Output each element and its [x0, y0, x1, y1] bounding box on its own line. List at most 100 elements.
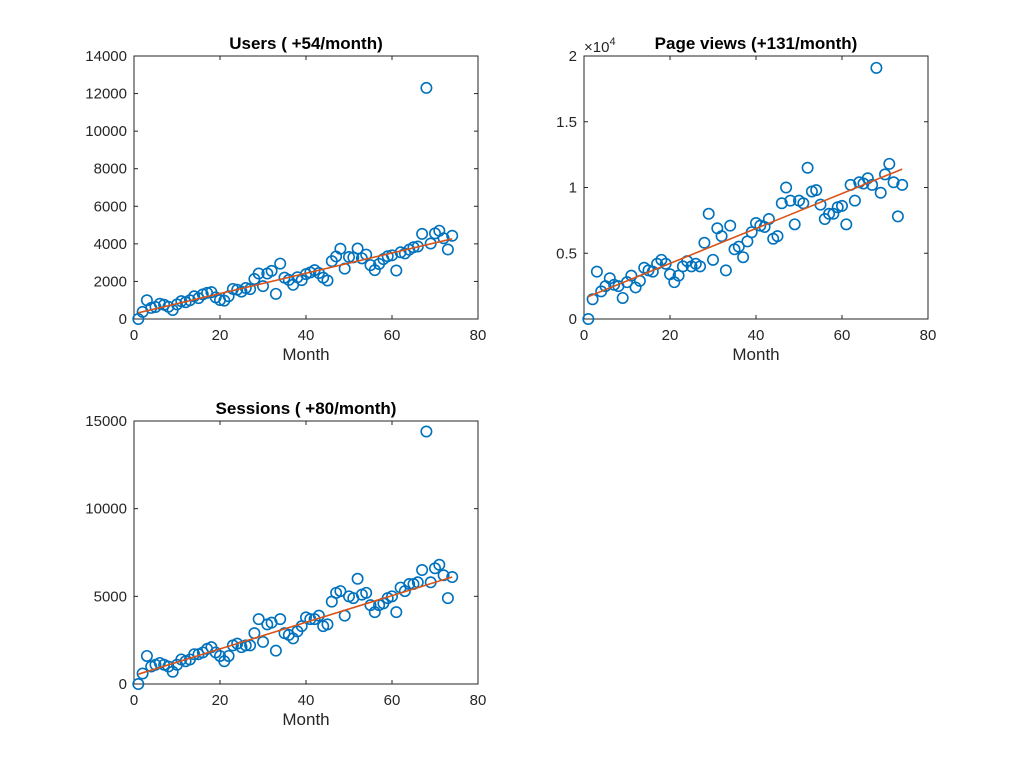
- x-tick-label: 80: [920, 327, 937, 344]
- y-tick-label: 0: [119, 311, 127, 328]
- y-exponent-power: 4: [609, 36, 615, 48]
- data-point: [866, 178, 879, 191]
- data-point: [403, 578, 416, 591]
- data-point: [334, 242, 347, 255]
- y-tick-label: 8000: [94, 161, 127, 178]
- data-point: [269, 644, 282, 657]
- data-point: [694, 260, 707, 273]
- x-axis-label: Month: [732, 345, 779, 364]
- data-point: [390, 264, 403, 277]
- data-point: [883, 157, 896, 170]
- data-point: [840, 218, 853, 231]
- y-tick-label: 0.5: [556, 245, 577, 262]
- x-tick-label: 40: [298, 692, 315, 709]
- sessions-trend-line: [138, 576, 453, 675]
- data-point: [274, 613, 287, 626]
- x-tick-label: 20: [662, 327, 679, 344]
- y-tick-label: 15000: [85, 413, 127, 430]
- data-point: [870, 61, 883, 74]
- data-point: [188, 648, 201, 661]
- x-tick-label: 60: [834, 327, 851, 344]
- data-point: [351, 572, 364, 585]
- data-point: [810, 184, 823, 197]
- data-point: [784, 194, 797, 207]
- y-tick-label: 2000: [94, 273, 127, 290]
- x-axis-label: Month: [282, 710, 329, 729]
- x-tick-label: 0: [130, 692, 138, 709]
- x-tick-label: 60: [384, 327, 401, 344]
- x-tick-label: 60: [384, 692, 401, 709]
- y-tick-label: 10000: [85, 123, 127, 140]
- data-point: [136, 667, 149, 680]
- data-point: [625, 269, 638, 282]
- y-tick-label: 5000: [94, 588, 127, 605]
- data-point: [441, 592, 454, 605]
- y-tick-label: 14000: [85, 48, 127, 65]
- x-tick-label: 20: [212, 327, 229, 344]
- x-tick-label: 40: [748, 327, 765, 344]
- data-point: [244, 283, 257, 296]
- data-point: [385, 590, 398, 603]
- data-point: [222, 649, 235, 662]
- data-point: [874, 186, 887, 199]
- data-point: [896, 178, 909, 191]
- y-tick-label: 2: [569, 48, 577, 65]
- data-point: [582, 312, 595, 325]
- data-point: [441, 243, 454, 256]
- data-point: [416, 227, 429, 240]
- data-point: [737, 251, 750, 264]
- data-point: [433, 558, 446, 571]
- data-point: [702, 207, 715, 220]
- data-point: [252, 267, 265, 280]
- data-point: [719, 264, 732, 277]
- page-views-panel: 0 20 40 60 80 0 0.5 1 1.5 2 ×104 Page views (+131/m…: [556, 34, 936, 364]
- y-exponent-label: ×104: [584, 36, 616, 56]
- data-point: [420, 425, 433, 438]
- y-tick-label: 4000: [94, 236, 127, 253]
- data-point: [360, 586, 373, 599]
- users-title: Users ( +54/month): [229, 34, 383, 53]
- data-point: [775, 197, 788, 210]
- data-point: [732, 240, 745, 253]
- y-tick-label: 6000: [94, 198, 127, 215]
- data-point: [446, 229, 459, 242]
- data-point: [334, 585, 347, 598]
- data-point: [437, 232, 450, 245]
- sessions-panel: 0 20 40 60 80 0 5000 10000 15000 Sessions ( +80/m…: [85, 399, 486, 729]
- page-views-trend-line: [587, 168, 903, 298]
- data-point: [715, 230, 728, 243]
- page-views-title: Page views (+131/month): [655, 34, 858, 53]
- x-tick-label: 0: [130, 327, 138, 344]
- axes-box: [133, 420, 479, 685]
- data-point: [416, 564, 429, 577]
- data-point: [274, 257, 287, 270]
- data-point: [698, 236, 711, 249]
- users-panel: 0 20 40 60 80 0 2000 4000 6000 8000 10000 12000 1400…: [85, 34, 486, 364]
- data-point: [312, 609, 325, 622]
- y-tick-label: 1.5: [556, 114, 577, 131]
- data-point: [321, 274, 334, 287]
- data-point: [891, 210, 904, 223]
- data-point: [848, 194, 861, 207]
- y-tick-label: 1: [569, 180, 577, 197]
- y-tick-label: 10000: [85, 501, 127, 518]
- data-point: [771, 230, 784, 243]
- y-tick-label: 0: [569, 311, 577, 328]
- x-tick-label: 40: [298, 327, 315, 344]
- users-trend-line: [138, 238, 453, 314]
- x-tick-label: 80: [470, 327, 487, 344]
- x-tick-label: 0: [580, 327, 588, 344]
- users-points: [132, 81, 459, 325]
- data-point: [887, 176, 900, 189]
- data-point: [269, 287, 282, 300]
- data-point: [256, 280, 269, 293]
- data-point: [801, 161, 814, 174]
- data-point: [321, 618, 334, 631]
- data-point: [823, 207, 836, 220]
- data-point: [724, 219, 737, 232]
- data-point: [351, 242, 364, 255]
- data-point: [265, 264, 278, 277]
- data-point: [342, 251, 355, 264]
- x-axis-label: Month: [282, 345, 329, 364]
